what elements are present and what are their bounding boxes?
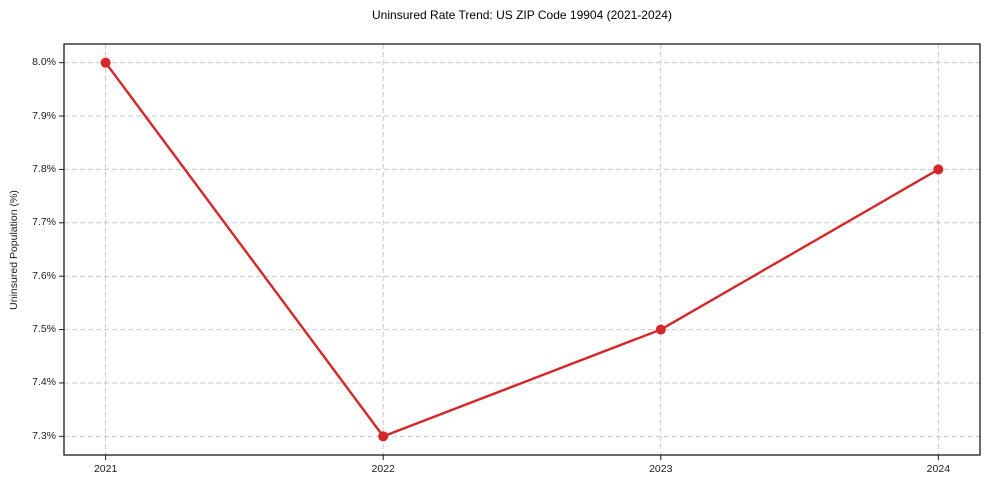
x-tick-label: 2021 — [93, 463, 118, 475]
y-tick-label: 7.4% — [32, 376, 56, 389]
y-tick-label: 7.9% — [32, 109, 56, 122]
y-tick-label: 8.0% — [32, 56, 56, 69]
y-tick-label: 7.8% — [32, 162, 56, 175]
x-tick-label: 2023 — [649, 463, 673, 475]
y-tick-label: 7.7% — [32, 216, 56, 229]
x-tick-label: 2022 — [371, 463, 395, 475]
data-point-marker — [378, 431, 389, 442]
data-point-marker — [655, 324, 666, 335]
data-point-marker — [100, 57, 111, 68]
y-tick-label: 7.6% — [32, 269, 56, 282]
x-tick-label: 2024 — [926, 463, 951, 475]
chart-title: Uninsured Rate Trend: US ZIP Code 19904 … — [372, 8, 672, 22]
y-tick-label: 7.3% — [32, 429, 56, 442]
trend-line — [104, 61, 940, 438]
plot-border — [63, 43, 981, 456]
y-tick-label: 7.5% — [32, 323, 56, 336]
data-point-marker — [933, 164, 944, 175]
